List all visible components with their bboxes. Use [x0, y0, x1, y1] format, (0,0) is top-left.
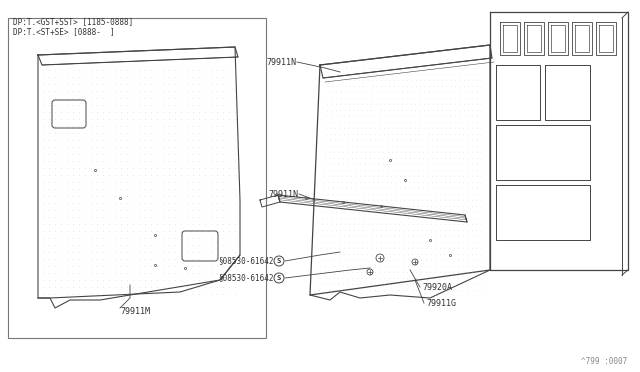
Bar [8, 18, 266, 338]
Text: 79911G: 79911G [426, 298, 456, 308]
Text: DP:T.<GST+SST> [1185-0888]: DP:T.<GST+SST> [1185-0888] [13, 17, 133, 26]
Circle shape [274, 273, 284, 283]
Text: ^799 :0007: ^799 :0007 [580, 357, 627, 366]
Text: DP:T.<ST+SE> [0888-  ]: DP:T.<ST+SE> [0888- ] [13, 28, 115, 36]
Text: 79911M: 79911M [120, 308, 150, 317]
Text: S: S [277, 275, 281, 281]
Circle shape [274, 256, 284, 266]
Text: 79911N: 79911N [266, 58, 296, 67]
Text: 79911N: 79911N [268, 189, 298, 199]
Text: 79920A: 79920A [422, 282, 452, 292]
Text: §08530-61642: §08530-61642 [218, 257, 274, 266]
Text: §08530-61642: §08530-61642 [218, 273, 274, 282]
Text: S: S [277, 258, 281, 264]
